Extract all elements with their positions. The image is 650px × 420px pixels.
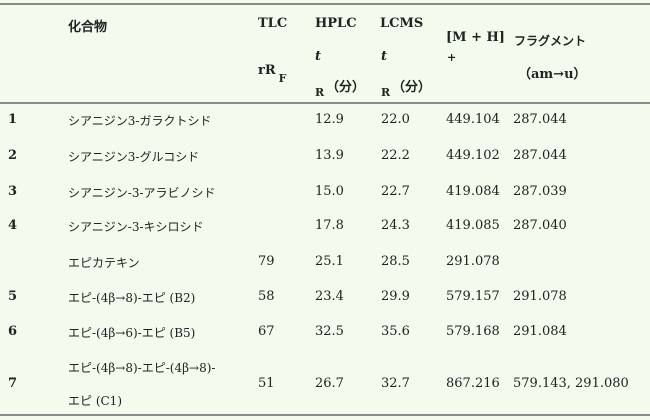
cell-tlc: 51 [258, 376, 275, 391]
cell-fragment: 287.044 [513, 112, 567, 127]
header-lcms: LCMS [380, 16, 424, 31]
cell-fragment: 287.040 [513, 218, 567, 233]
cell-tlc: 79 [258, 254, 275, 269]
cell-fragment: 287.044 [513, 148, 567, 163]
header-tlc: TLC [258, 16, 288, 31]
cell-tlc: 58 [258, 289, 275, 304]
cell-hplc: 17.8 [315, 218, 344, 233]
cell-fragment: 287.039 [513, 184, 567, 199]
header-fragment: フラグメント [514, 34, 587, 48]
cell-mh: 579.157 [446, 289, 500, 304]
cell-fragment: 579.143, 291.080 [513, 376, 629, 391]
rrf-label: rR [258, 63, 276, 78]
cell-hplc: 25.1 [315, 254, 344, 269]
header-hplc-r: R [315, 86, 325, 99]
cell-lcms: 22.0 [381, 112, 410, 127]
cell-mh: 419.085 [446, 218, 500, 233]
header-hplc-unit: （分） [326, 80, 366, 95]
cell-lcms: 28.5 [381, 254, 410, 269]
cell-compound: シアニジン3-ガラクトシド [68, 114, 212, 128]
cell-no: 5 [8, 289, 18, 304]
cell-lcms: 24.3 [381, 218, 410, 233]
cell-compound: シアニジン-3-アラビノシド [68, 186, 216, 200]
rrf-sub: F [278, 72, 287, 85]
cell-no: 4 [8, 218, 18, 233]
cell-hplc: 32.5 [315, 324, 344, 339]
header-lcms-t: t [381, 49, 388, 64]
cell-compound-line2: エピ (C1) [68, 394, 122, 408]
cell-fragment: 291.078 [513, 289, 567, 304]
cell-hplc: 23.4 [315, 289, 344, 304]
cell-fragment: 291.084 [513, 324, 567, 339]
cell-hplc: 13.9 [315, 148, 344, 163]
cell-lcms: 35.6 [381, 324, 410, 339]
cell-compound: エピ-(4β→8)-エピ-(4β→8)- [68, 361, 216, 375]
table-top-rule [0, 3, 650, 5]
cell-compound: シアニジン-3-キシロシド [68, 220, 204, 234]
cell-mh: 579.168 [446, 324, 500, 339]
cell-mh: 419.084 [446, 184, 500, 199]
table-bottom-rule [0, 414, 650, 416]
header-mh-sup: + [447, 51, 457, 64]
cell-no: 1 [8, 112, 18, 127]
header-hplc-t: t [315, 49, 322, 64]
header-lcms-r: R [381, 86, 391, 99]
header-bottom-rule [0, 102, 650, 104]
cell-no: 3 [8, 184, 18, 199]
cell-hplc: 15.0 [315, 184, 344, 199]
cell-compound: エピ-(4β→8)-エピ (B2) [68, 291, 196, 305]
header-compound: 化合物 [68, 20, 108, 35]
cell-mh: 291.078 [446, 254, 500, 269]
cell-lcms: 22.2 [381, 148, 410, 163]
header-lcms-unit: （分） [392, 80, 432, 95]
cell-lcms: 29.9 [381, 289, 410, 304]
header-hplc: HPLC [315, 16, 357, 31]
header-mh: [M + H] [446, 30, 505, 45]
header-tlc-rrf: rRF [258, 63, 286, 85]
cell-mh: 449.102 [446, 148, 500, 163]
cell-compound: エピカテキン [68, 256, 140, 270]
cell-compound: エピ-(4β→6)-エピ (B5) [68, 326, 196, 340]
cell-no: 6 [8, 324, 18, 339]
cell-tlc: 67 [258, 324, 275, 339]
cell-hplc: 26.7 [315, 376, 344, 391]
cell-lcms: 22.7 [381, 184, 410, 199]
cell-compound: シアニジン3-グルコシド [68, 150, 200, 164]
cell-hplc: 12.9 [315, 112, 344, 127]
header-fragment-unit: （am→u） [518, 67, 587, 82]
cell-no: 2 [8, 148, 18, 163]
cell-mh: 449.104 [446, 112, 500, 127]
cell-lcms: 32.7 [381, 376, 410, 391]
cell-mh: 867.216 [446, 376, 500, 391]
cell-no: 7 [8, 376, 18, 391]
